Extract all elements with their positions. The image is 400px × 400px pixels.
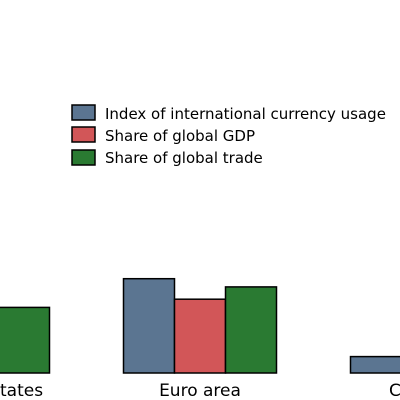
bar-series-2-category-1 — [224, 286, 278, 374]
legend-swatch-global-trade — [71, 149, 96, 166]
legend-swatch-global-gdp — [71, 126, 96, 143]
bar-series-1-category-1 — [173, 298, 227, 374]
legend-label-global-trade: Share of global trade — [105, 149, 263, 167]
bar-series-0-category-1 — [122, 277, 176, 374]
bar-series-2-category-0 — [0, 306, 51, 374]
legend-label-global-gdp: Share of global GDP — [105, 127, 255, 145]
bars-layer — [0, 277, 400, 374]
x-tick-label-0: tates — [0, 381, 43, 400]
bar-series-0-category-2 — [349, 355, 400, 374]
x-tick-label-1: Euro area — [159, 381, 241, 400]
legend-label-currency-usage: Index of international currency usage — [105, 105, 386, 123]
legend-swatch-currency-usage — [71, 104, 96, 121]
legend: Index of international currency usage Sh… — [71, 104, 386, 167]
x-tick-labels: tates Euro area C — [0, 381, 400, 400]
x-tick-label-2: C — [389, 381, 400, 400]
